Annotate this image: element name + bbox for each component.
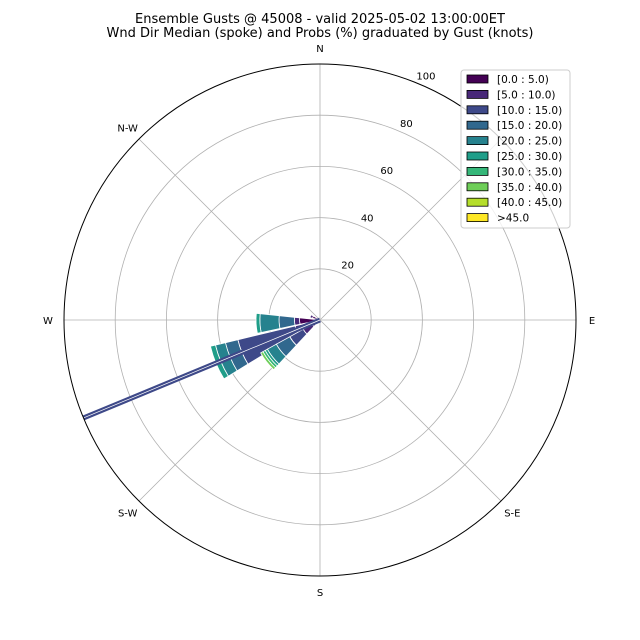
- legend-swatch-9: [466, 213, 489, 223]
- legend-swatch-8: [466, 197, 489, 207]
- radial-tick-label-40: 40: [361, 213, 374, 224]
- legend-label-9: >45.0: [497, 213, 529, 225]
- plot-area: 20 40 60 80 100 N E S-E S S-W W N-W: [43, 44, 595, 599]
- grid-spoke-315: [138, 138, 321, 321]
- radial-tick-label-60: 60: [380, 166, 393, 177]
- legend-label-8: [40.0 : 45.0): [497, 197, 562, 209]
- wedge-sector-0-bin-1: [294, 316, 301, 326]
- legend-swatch-6: [466, 166, 489, 176]
- legend-swatch-2: [466, 105, 489, 115]
- radial-tick-label-80: 80: [400, 119, 413, 130]
- legend-label-2: [10.0 : 15.0): [497, 105, 562, 117]
- legend-label-3: [15.0 : 20.0): [497, 120, 562, 132]
- chart-title: Ensemble Gusts @ 45008 - valid 2025-05-0…: [135, 12, 505, 27]
- chart-subtitle: Wnd Dir Median (spoke) and Probs (%) gra…: [107, 26, 534, 41]
- radial-tick-label-20: 20: [341, 261, 354, 272]
- direction-label-s-w: S-W: [118, 508, 138, 519]
- legend-label-5: [25.0 : 30.0): [497, 151, 562, 163]
- grid-spoke-135: [319, 319, 502, 502]
- legend-label-7: [35.0 : 40.0): [497, 182, 562, 194]
- legend-swatch-5: [466, 151, 489, 161]
- wedge-sector-0-bin-5: [255, 312, 262, 334]
- outer-frame: [63, 63, 577, 577]
- legend-label-0: [0.0 : 5.0): [497, 74, 549, 86]
- legend-label-4: [20.0 : 25.0): [497, 136, 562, 148]
- legend-swatch-4: [466, 136, 489, 146]
- direction-label-n: N: [316, 44, 323, 55]
- direction-label-s-e: S-E: [504, 508, 520, 519]
- wedge-sector-3-bin-1: [309, 314, 314, 319]
- direction-label-w: W: [43, 316, 53, 327]
- radial-tick-label-100: 100: [416, 71, 435, 82]
- median-spoke-highlight: [83, 319, 321, 419]
- legend: [0.0 : 5.0) [5.0 : 10.0) [10.0 : 15.0) [15.…: [460, 69, 571, 229]
- legend-swatch-1: [466, 90, 489, 99]
- legend-swatch-7: [466, 182, 489, 192]
- legend-swatch-3: [466, 120, 489, 130]
- legend-swatch-0: [466, 74, 489, 84]
- legend-label-1: [5.0 : 10.0): [497, 89, 555, 101]
- direction-label-s: S: [317, 588, 323, 599]
- legend-label-6: [30.0 : 35.0): [497, 166, 562, 178]
- wedge-sector-0-bin-4: [259, 313, 281, 333]
- wedge-sector-2-bin-7: [260, 351, 277, 371]
- direction-label-e: E: [589, 316, 595, 327]
- direction-label-n-w: N-W: [117, 124, 138, 135]
